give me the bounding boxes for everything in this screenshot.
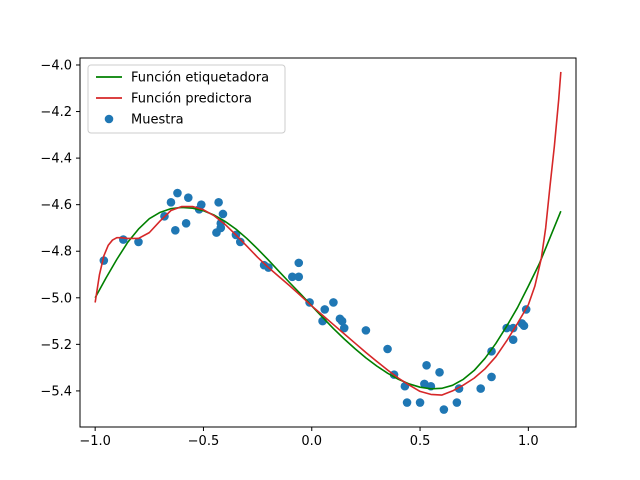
scatter-point (329, 298, 338, 307)
x-tick-label: −1.0 (79, 434, 111, 449)
y-tick-label: −4.6 (40, 198, 72, 213)
x-tick-label: −0.5 (188, 434, 220, 449)
scatter-point (361, 326, 371, 335)
scatter-point (435, 367, 444, 377)
scatter-point (171, 225, 180, 235)
x-axis: −1.0 −0.5 0.0 0.5 1.0 (79, 427, 539, 449)
scatter-point (320, 305, 330, 314)
x-tick-label: 0.0 (301, 434, 322, 449)
scatter-point (487, 372, 496, 382)
scatter-point (173, 188, 182, 198)
legend-box (87, 64, 286, 134)
scatter-point (339, 323, 349, 333)
scatter-point (166, 198, 176, 207)
scatter-point (422, 361, 431, 370)
scatter-point (119, 235, 128, 244)
scatter-point (216, 218, 226, 228)
scatter-point (294, 258, 304, 268)
scatter-point (383, 344, 392, 354)
scatter-point (134, 237, 143, 247)
series-layer (94, 71, 562, 414)
y-tick-label: −4.0 (40, 58, 72, 73)
scatter-point (287, 272, 297, 282)
legend-label: Función predictora (131, 92, 252, 107)
scatter-point (181, 218, 191, 228)
scatter-point (196, 200, 206, 209)
y-tick-label: −4.8 (40, 245, 72, 260)
scatter-point (235, 237, 245, 247)
series-line-predictora (94, 71, 562, 396)
x-tick-label: 1.0 (518, 434, 539, 449)
scatter-point (452, 398, 462, 407)
x-tick-label: 0.5 (410, 434, 431, 449)
scatter-point (519, 321, 529, 331)
scatter-point (294, 272, 304, 282)
y-tick-label: −4.2 (40, 105, 72, 120)
scatter-point (420, 379, 429, 389)
scatter-point (218, 209, 228, 219)
series-line-etiquetadora (94, 206, 562, 390)
legend: Función etiquetadora Función predictora Mu… (87, 64, 286, 134)
legend-label: Muestra (131, 113, 184, 128)
scatter-point (402, 398, 412, 407)
scatter-point (415, 398, 425, 407)
scatter-point (508, 335, 518, 344)
y-tick-label: −5.2 (40, 338, 72, 353)
scatter-point (439, 405, 449, 414)
scatter-point (214, 198, 223, 207)
y-tick-label: −5.0 (40, 291, 72, 306)
y-tick-label: −4.4 (40, 152, 72, 167)
legend-swatch-marker (104, 114, 114, 124)
scatter-point (337, 316, 347, 326)
plot-frame (79, 57, 577, 428)
scatter-point (476, 384, 485, 393)
y-tick-label: −5.4 (40, 384, 72, 399)
scatter-point (183, 193, 193, 202)
legend-label: Función etiquetadora (131, 71, 269, 86)
y-axis: −5.4 −5.2 −5.0 −4.8 −4.6 −4.4 −4.2 −4.0 (40, 58, 80, 399)
